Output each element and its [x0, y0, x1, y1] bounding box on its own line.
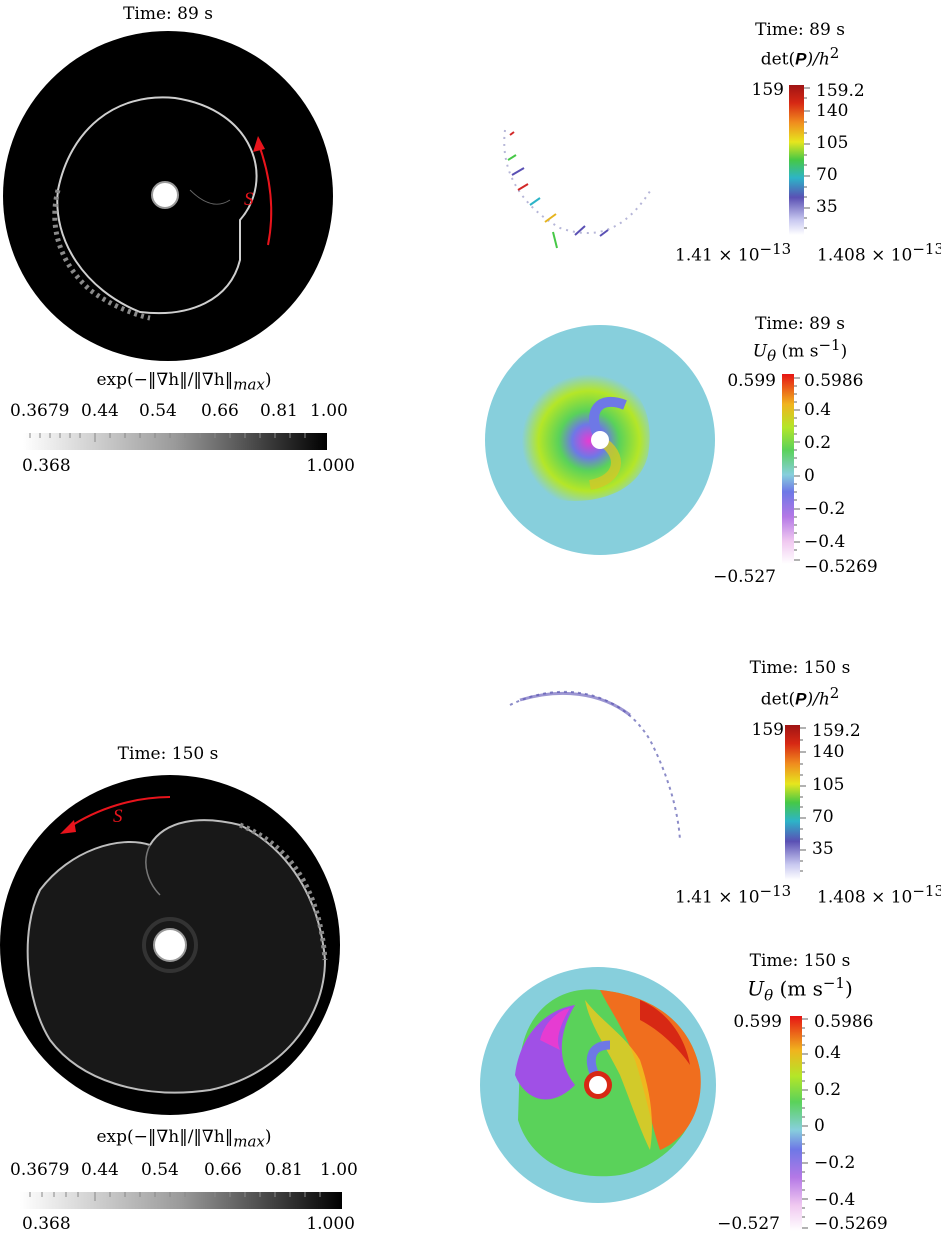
colorbar-title: det(P)/h2: [760, 44, 840, 70]
colorbar-tick-3: 0.66: [204, 1160, 242, 1180]
panel-time-label: Time: 150 s: [117, 744, 219, 764]
det-colorbar: [789, 85, 810, 235]
colorbar-min-left: 1.41 × 10−13: [675, 882, 792, 908]
colorbar-tick-1: 0.4: [804, 400, 832, 420]
colorbar-title: exp(−‖∇h‖/‖∇h‖max): [96, 370, 272, 394]
colorbar-tick-3: 0: [814, 1116, 825, 1136]
colorbar-tick-5: 1.00: [310, 401, 348, 421]
colorbar-tick-3: 70: [812, 807, 834, 827]
colorbar-tick-4: 35: [816, 197, 838, 217]
colorbar-tick-4: 0.81: [265, 1160, 303, 1180]
colorbar-tick-0: 0.3679: [10, 401, 70, 421]
colorbar-tick-2: 105: [812, 775, 845, 795]
colorbar-tick-2: 0.2: [814, 1080, 842, 1100]
wave-front: [56, 96, 258, 315]
breaking-front: [239, 822, 328, 961]
colorbar-max: 1.000: [306, 456, 355, 476]
colorbar-min: 0.368: [22, 456, 71, 476]
colorbar-max-left: 159: [751, 720, 784, 740]
colorbar-title: Uθ (m s−1): [752, 336, 848, 366]
colorbar-tick-1: 140: [816, 101, 849, 121]
colorbar-tick-4: −0.2: [804, 499, 846, 519]
colorbar-min-left: 1.41 × 10−13: [675, 240, 792, 266]
colorbar-tick-0: 0.5986: [804, 371, 864, 391]
colorbar-min-left: −0.527: [713, 567, 776, 587]
colorbar-title: exp(−‖∇h‖/‖∇h‖max): [96, 1127, 272, 1151]
colorbar-min: 0.368: [22, 1214, 71, 1234]
colorbar-tick-3: 0: [804, 466, 815, 486]
colorbar-tick-6: −0.5269: [814, 1214, 888, 1234]
colorbar-max-left: 0.599: [733, 1012, 782, 1032]
colorbar-min-left: −0.527: [717, 1214, 780, 1234]
colorbar-tick-5: −0.4: [814, 1190, 856, 1210]
colorbar-max-left: 159: [751, 80, 784, 100]
central-island: [591, 431, 609, 449]
direction-arrow: [257, 141, 273, 246]
colorbar-max: 1.000: [306, 1214, 355, 1234]
colorbar-tick-4: 35: [812, 839, 834, 859]
central-island: [151, 181, 179, 209]
colorbar-tick-2: 0.54: [139, 401, 177, 421]
colorbar-tick-2: 105: [816, 133, 849, 153]
central-island: [589, 1076, 607, 1094]
arrow-label: S: [113, 806, 123, 827]
gradient-disc-figure: [3, 31, 333, 361]
colorbar-tick-0: 0.5986: [814, 1012, 874, 1032]
colorbar-tick-0: 0.3679: [10, 1160, 70, 1180]
arrow-label: S: [244, 189, 254, 210]
colorbar-tick-2: 0.54: [141, 1160, 179, 1180]
colorbar-tick-3: 70: [816, 165, 838, 185]
colorbar-tick-2: 0.2: [804, 433, 832, 453]
det-field-plot: [503, 129, 653, 249]
colorbar-tick-1: 0.4: [814, 1043, 842, 1063]
colorbar-title: Uθ (m s−1): [747, 974, 853, 1005]
velocity-field-plot: [485, 325, 715, 555]
panel-time-label: Time: 150 s: [749, 951, 851, 971]
colorbar-tick-4: −0.2: [814, 1153, 856, 1173]
colorbar-title: det(P)/h2: [760, 684, 840, 710]
colorbar-max-left: 0.599: [727, 371, 776, 391]
colorbar-tick-5: 1.00: [320, 1160, 358, 1180]
colorbar-tick-0: 159.2: [812, 721, 861, 741]
colorbar-tick-5: −0.4: [804, 532, 846, 552]
panel-time-label: Time: 89 s: [123, 4, 213, 24]
colorbar-min-right: 1.408 × 10−13: [817, 882, 941, 908]
colorbar-tick-1: 140: [812, 742, 845, 762]
colorbar-tick-1: 0.44: [81, 1160, 119, 1180]
colorbar-min-right: 1.408 × 10−13: [817, 240, 941, 266]
direction-arrow: [67, 796, 171, 829]
velocity-colorbar: [782, 374, 800, 564]
colorbar-tick-1: 0.44: [81, 401, 119, 421]
det-front: [503, 129, 653, 235]
gray-colorbar: [23, 433, 327, 450]
colorbar-tick-3: 0.66: [201, 401, 239, 421]
panel-time-label: Time: 89 s: [755, 314, 845, 334]
colorbar-tick-0: 159.2: [816, 81, 865, 101]
colorbar-tick-4: 0.81: [260, 401, 298, 421]
colorbar-tick-6: −0.5269: [804, 557, 878, 577]
panel-time-label: Time: 150 s: [749, 658, 851, 678]
panel-time-label: Time: 89 s: [755, 20, 845, 40]
central-island: [153, 928, 187, 962]
